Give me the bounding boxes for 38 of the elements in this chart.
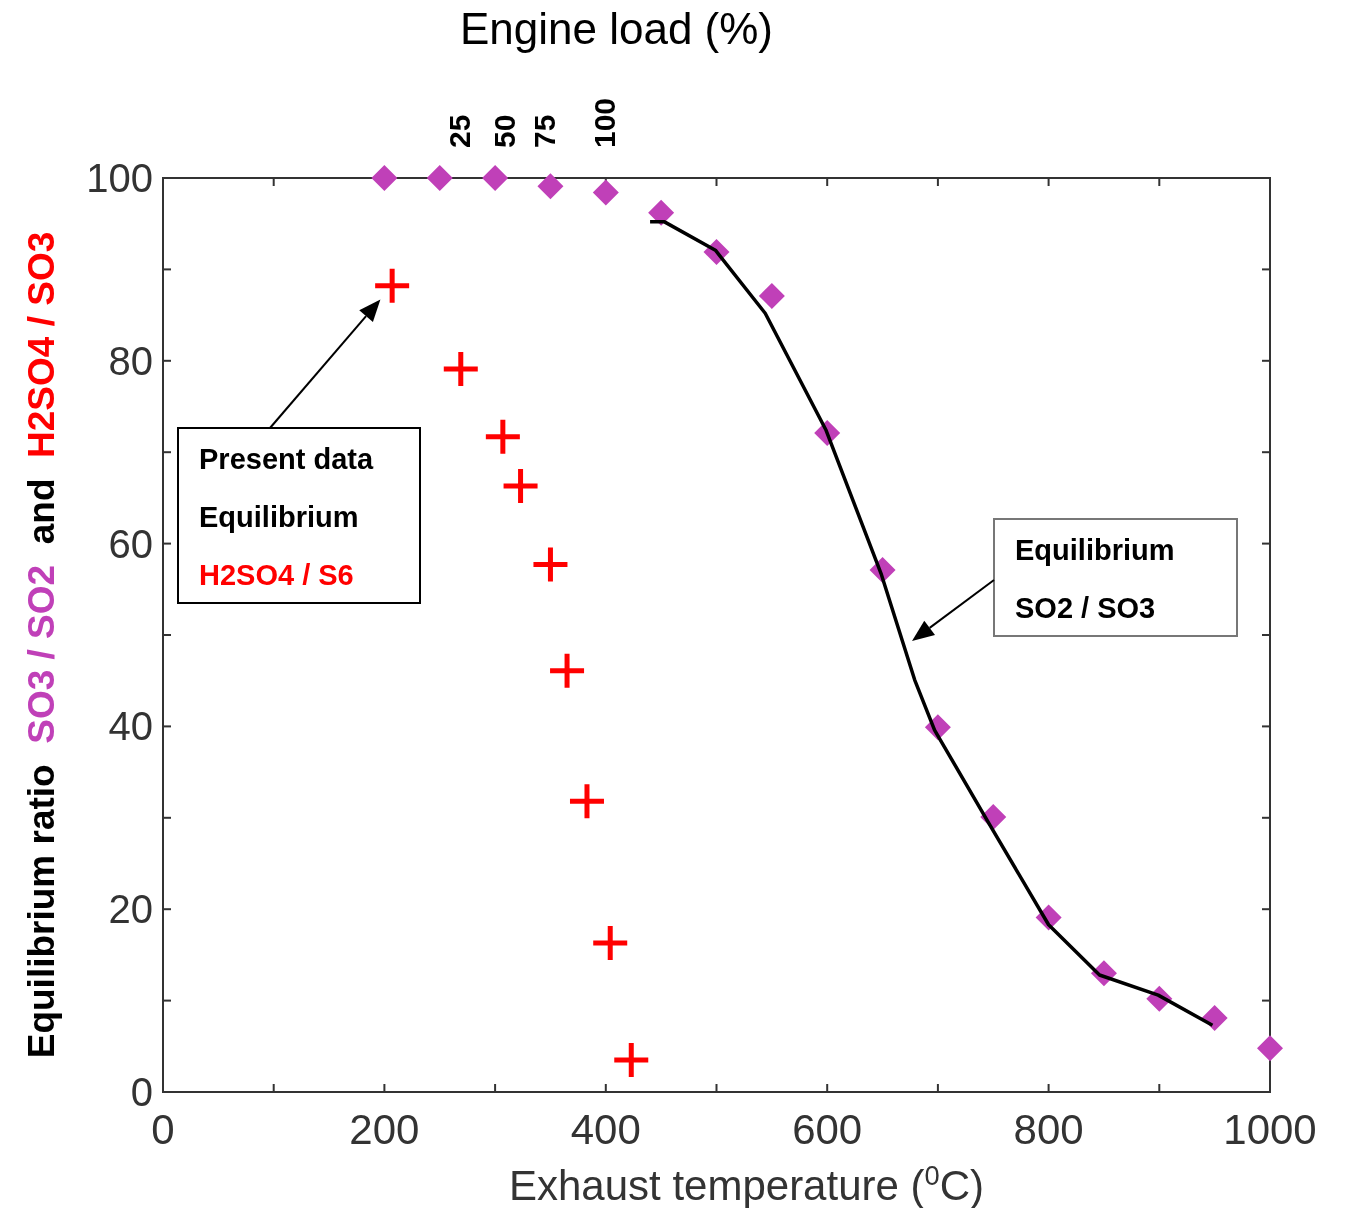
y-axis-title: Equilibrium ratio SO3 / SO2 and H2SO4 / SO3 (21, 231, 62, 1059)
x-tick-label: 800 (1013, 1106, 1084, 1153)
text: H2SO4 / S6 (199, 559, 354, 591)
y-tick-label: 60 (108, 521, 153, 566)
point (593, 926, 628, 961)
point (537, 173, 564, 200)
point (533, 547, 568, 582)
point (503, 469, 538, 504)
x-tick-label: 1000 (1223, 1106, 1317, 1153)
text: 75 (528, 114, 561, 148)
point (375, 268, 410, 303)
text: 25 (443, 114, 476, 148)
point (1201, 1004, 1228, 1031)
y-tick-label: 0 (130, 1070, 153, 1114)
point (648, 199, 675, 226)
annotation: Equilibrium SO2 / SO3 (1015, 534, 1175, 624)
point (371, 165, 398, 191)
point (758, 282, 785, 309)
y-tick-label: 80 (108, 338, 153, 383)
chart-title: Engine load (%) (459, 4, 774, 53)
y-tick-label: 20 (108, 887, 153, 932)
point (426, 165, 453, 191)
point (482, 165, 509, 191)
y-tick-label: 100 (86, 156, 153, 200)
x-tick-label: 600 (792, 1106, 863, 1153)
point (550, 653, 585, 688)
point (614, 1043, 649, 1078)
point (1257, 1035, 1283, 1062)
text: 50 (488, 114, 521, 148)
x-tick-label: 400 (570, 1106, 641, 1153)
text: 100 (588, 97, 621, 148)
point (592, 179, 619, 206)
annotation: Present data Equilibrium (199, 443, 374, 533)
point (443, 352, 478, 387)
x-tick-label: 200 (349, 1106, 420, 1153)
point (569, 784, 604, 819)
y-tick-label: 40 (108, 704, 153, 749)
point (485, 419, 520, 454)
